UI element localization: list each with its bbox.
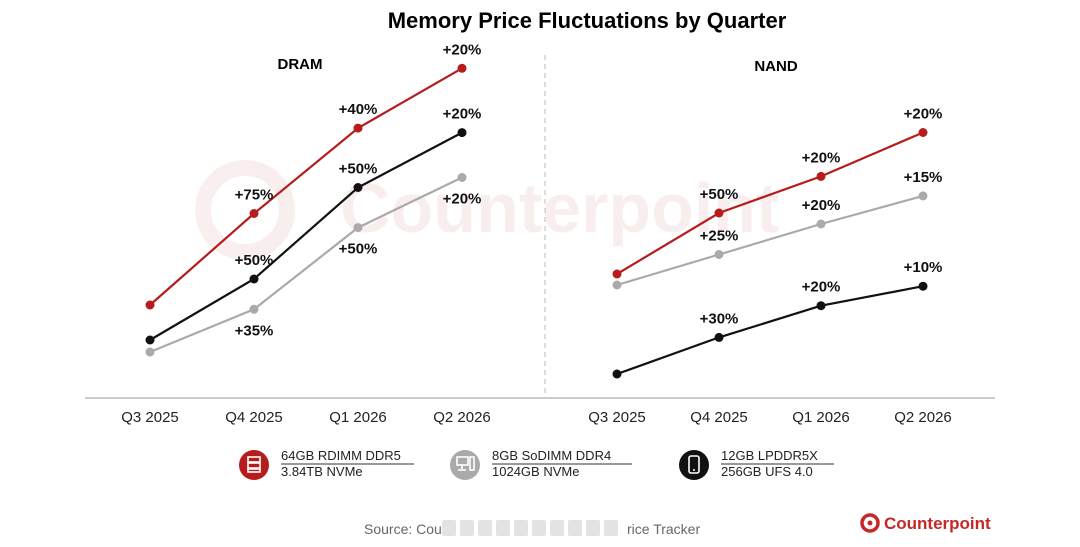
brand-name: Counterpoint [884, 514, 991, 533]
data-label-dram-gray-1: +35% [235, 322, 274, 339]
x-tick-label-dram-3: Q2 2026 [433, 409, 491, 426]
data-label-nand-black-3: +10% [904, 259, 943, 276]
x-tick-label-dram-0: Q3 2025 [121, 409, 179, 426]
data-point-nand-gray-2 [816, 219, 826, 229]
series-line-nand-gray [616, 194, 924, 287]
legend-swatch-1 [239, 450, 269, 480]
brand-logo-icon [860, 513, 880, 533]
data-point-nand-red-2 [816, 171, 826, 181]
data-point-dram-red-3 [457, 63, 467, 73]
data-label-nand-black-2: +20% [802, 279, 841, 296]
source-text: Source: Cou [364, 521, 442, 537]
desktop-pc-icon [456, 456, 475, 471]
data-point-dram-gray-1 [249, 304, 259, 314]
legend-label-2-line2: 1024GB NVMe [492, 464, 579, 479]
data-label-dram-red-3: +20% [443, 41, 482, 58]
legend-item-1: 64GB RDIMM DDR5 3.84TB NVMe [239, 448, 414, 480]
legend-item-2: 8GB SoDIMM DDR4 1024GB NVMe [450, 448, 632, 480]
watermark: Counterpoint [195, 160, 779, 260]
data-point-dram-gray-2 [353, 223, 363, 233]
x-tick-label-nand-0: Q3 2025 [588, 409, 646, 426]
data-label-dram-red-2: +40% [339, 101, 378, 118]
data-label-nand-red-3: +20% [904, 106, 943, 123]
legend-item-3: 12GB LPDDR5X 256GB UFS 4.0 [679, 448, 834, 480]
source-text-tail: rice Tracker [627, 521, 700, 537]
legend-label-3-line1: 12GB LPDDR5X [721, 448, 818, 463]
data-point-nand-gray-1 [714, 250, 724, 259]
data-point-nand-gray-3 [918, 191, 928, 201]
server-icon [247, 456, 261, 473]
brand-logo: Counterpoint [860, 513, 991, 533]
data-label-nand-red-2: +20% [802, 149, 841, 166]
legend-label-2-line1: 8GB SoDIMM DDR4 [492, 448, 611, 463]
data-point-dram-black-1 [249, 274, 259, 284]
x-tick-label-nand-3: Q2 2026 [894, 409, 952, 426]
data-label-dram-black-3: +20% [443, 106, 482, 123]
data-point-dram-black-2 [353, 183, 363, 192]
data-point-dram-red-2 [353, 123, 363, 133]
legend-swatch-3 [679, 450, 709, 480]
data-point-dram-black-0 [145, 335, 155, 345]
data-label-nand-gray-2: +20% [802, 197, 841, 214]
data-point-nand-black-3 [918, 281, 928, 291]
panel-title-nand: NAND [754, 58, 797, 75]
data-point-nand-black-1 [714, 332, 724, 342]
data-point-nand-black-2 [816, 301, 826, 311]
legend-label-1-line2: 3.84TB NVMe [281, 464, 363, 479]
data-point-dram-gray-0 [145, 347, 155, 357]
legend-label-3-line2: 256GB UFS 4.0 [721, 464, 813, 479]
data-label-dram-gray-3: +20% [443, 191, 482, 208]
chart-title: Memory Price Fluctuations by Quarter [388, 8, 787, 33]
data-point-nand-red-0 [612, 269, 622, 279]
data-label-nand-black-1: +30% [700, 310, 739, 327]
x-tick-label-nand-2: Q1 2026 [792, 409, 850, 426]
data-label-dram-red-1: +75% [235, 187, 274, 204]
series-line-nand-red [616, 131, 924, 275]
plot-area: +75% +40% +20% +50% +50% +20% +35% +50% +20% +50%… [145, 41, 943, 379]
data-point-nand-red-1 [714, 208, 724, 218]
x-tick-label-dram-2: Q1 2026 [329, 409, 387, 426]
series-line-dram-black [149, 131, 463, 341]
x-tick-label-dram-1: Q4 2025 [225, 409, 283, 426]
series-line-dram-red [149, 67, 463, 306]
legend: 64GB RDIMM DDR5 3.84TB NVMe 8GB SoDIMM D… [239, 448, 834, 480]
data-point-dram-gray-3 [457, 173, 467, 182]
data-point-dram-black-3 [457, 128, 467, 138]
data-label-dram-gray-2: +50% [339, 241, 378, 258]
legend-label-1-line1: 64GB RDIMM DDR5 [281, 448, 401, 463]
data-point-dram-red-1 [249, 209, 259, 218]
watermark-text: Counterpoint [340, 169, 779, 247]
data-point-nand-black-0 [612, 369, 622, 379]
x-axis-ticks: Q3 2025 Q4 2025 Q1 2026 Q2 2026 Q3 2025 Q4 20… [121, 409, 952, 426]
series-line-dram-gray [149, 176, 463, 354]
source-redaction [442, 520, 618, 536]
panel-title-dram: DRAM [278, 56, 323, 73]
smartphone-icon [688, 455, 700, 474]
data-point-dram-red-0 [145, 300, 155, 310]
data-label-dram-black-2: +50% [339, 161, 378, 178]
watermark-logo-icon [195, 160, 295, 260]
series-line-nand-black [616, 285, 924, 376]
data-label-nand-gray-1: +25% [700, 228, 739, 245]
data-point-nand-gray-0 [612, 280, 622, 290]
data-label-nand-gray-3: +15% [904, 169, 943, 186]
x-tick-label-nand-1: Q4 2025 [690, 409, 748, 426]
data-point-nand-red-3 [918, 128, 928, 137]
data-label-nand-red-1: +50% [700, 186, 739, 203]
data-label-dram-black-1: +50% [235, 252, 274, 269]
